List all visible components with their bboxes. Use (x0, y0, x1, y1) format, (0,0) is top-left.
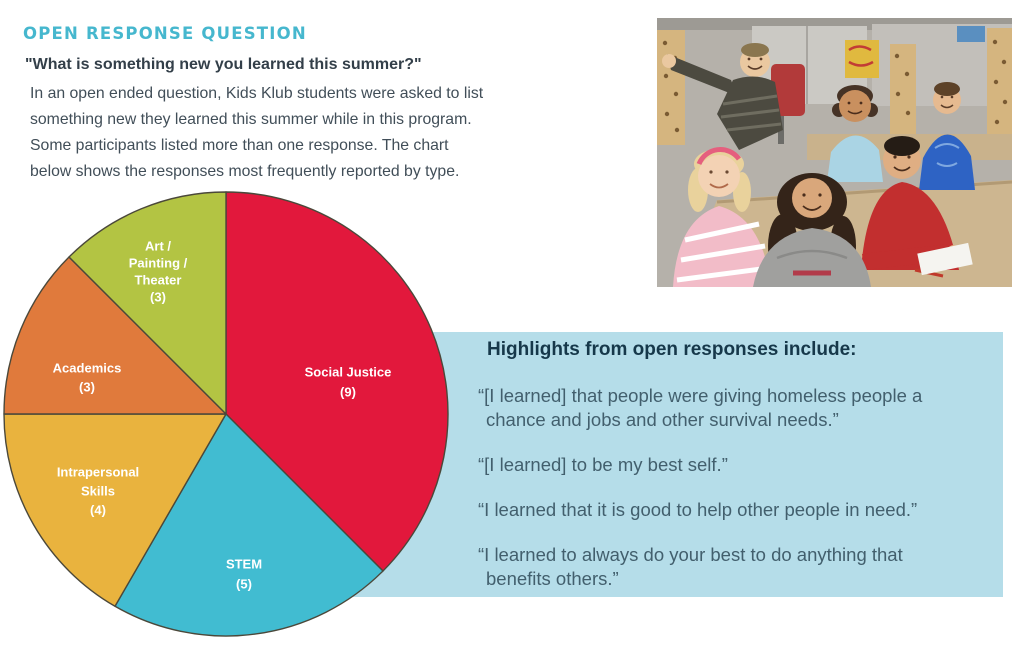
photo-yellow-poster (845, 40, 879, 78)
pie-slice-label-art-painting-theater: Theater (135, 273, 182, 288)
pie-slice-stem (114, 413, 384, 637)
pie-slice-label-stem: STEM (226, 557, 262, 572)
pie-slice-label-stem: (5) (236, 577, 252, 592)
classroom-photo (657, 18, 1012, 287)
quote-list: “[I learned] that people were giving hom… (478, 384, 964, 612)
quote-2: “[I learned] to be my best self.” (478, 454, 728, 475)
pie-slice-academics (3, 256, 227, 415)
highlights-panel: Highlights from open responses include: … (340, 332, 1003, 597)
pie-slice-label-art-painting-theater: (3) (150, 290, 166, 305)
photo-paper (917, 242, 973, 276)
pie-slice-label-social-justice: Social Justice (305, 365, 392, 380)
photo-kid-blonde-girl (673, 147, 771, 287)
quote-4: “I learned to always do your best to do … (478, 544, 903, 589)
pie-slice-label-social-justice: (9) (340, 385, 356, 400)
open-response-question: "What is something new you learned this … (25, 56, 422, 73)
highlights-heading: Highlights from open responses include: (487, 339, 857, 360)
photo-blue-bag (957, 26, 985, 42)
quote-3: “I learned that it is good to help other… (478, 499, 918, 520)
pie-slice-label-academics: (3) (79, 380, 95, 395)
pie-slice-label-intrapersonal-skills: (4) (90, 503, 106, 518)
pie-slice-label-intrapersonal-skills: Skills (81, 484, 115, 499)
pie-slice-label-academics: Academics (53, 361, 122, 376)
pie-slice-label-art-painting-theater: Painting / (129, 256, 188, 271)
pie-slice-label-intrapersonal-skills: Intrapersonal (57, 465, 139, 480)
pie-slice-art-painting-theater (68, 191, 227, 415)
photo-kid-gray-hoodie-girl (753, 173, 871, 287)
pie-slice-intrapersonal-skills (3, 413, 227, 607)
photo-kid-blue-shirt-girl (827, 85, 883, 182)
page-title: OPEN RESPONSE QUESTION (23, 24, 307, 43)
photo-leopard-trim (657, 28, 1012, 145)
photo-kid-striped-boy (662, 43, 783, 150)
photo-kid-royal-blue-boy (919, 82, 975, 190)
photo-kid-red-shirt-boy (861, 136, 961, 278)
pie-chart: Social Justice (9) STEM (5) Intrapersonal Ski… (3, 191, 449, 637)
pie-slice-social-justice (225, 191, 449, 572)
quote-1: “[I learned] that people were giving hom… (478, 385, 923, 430)
pie-slice-label-art-painting-theater: Art / (145, 239, 171, 254)
intro-paragraph: In an open ended question, Kids Klub stu… (30, 85, 484, 180)
